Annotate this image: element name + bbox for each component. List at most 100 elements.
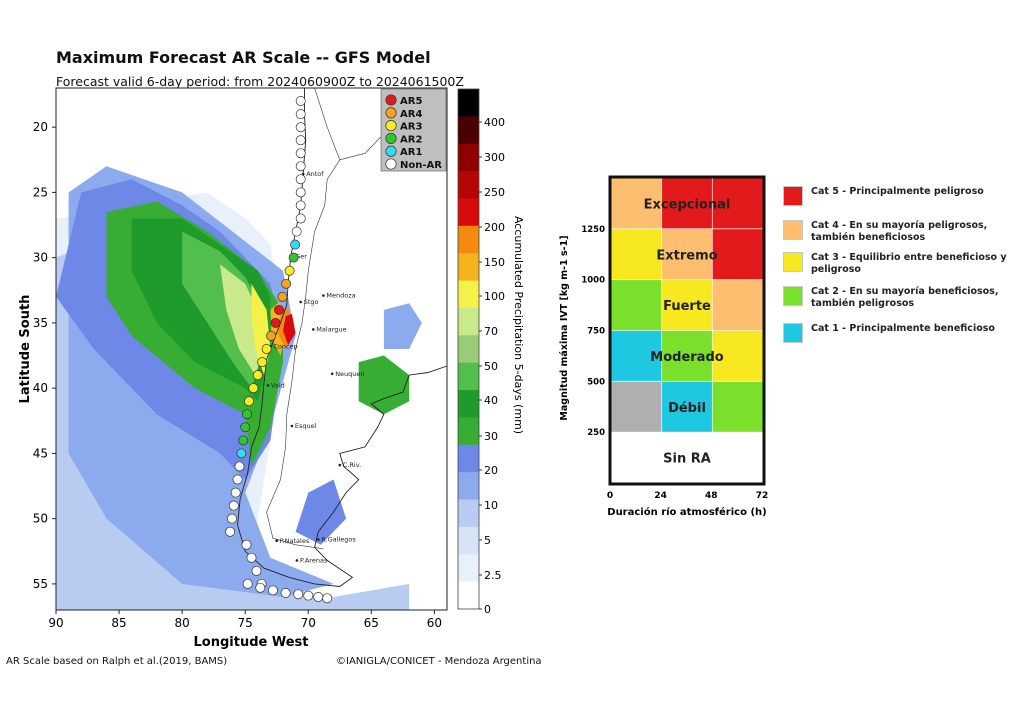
ar-point	[251, 565, 262, 576]
matrix-cell	[611, 432, 662, 483]
ar-legend-marker	[385, 145, 397, 157]
y-tick-label: 25	[33, 185, 48, 199]
city-label: Esquel	[295, 422, 317, 430]
city-dot	[322, 294, 325, 297]
colorbar-segment	[458, 171, 479, 199]
ar-track	[225, 96, 333, 604]
colorbar-segment	[458, 198, 479, 227]
ar-legend-label: AR4	[400, 109, 422, 120]
ar-point	[244, 396, 254, 407]
city-label: Concep	[273, 342, 297, 350]
x-tick-label: 90	[48, 616, 63, 630]
ar-point	[257, 357, 268, 368]
city-labels: Antof Ser Mendoza Stgo Malargue Concep Neuquen…	[266, 170, 365, 564]
matrix-cell	[661, 178, 713, 229]
city-dot	[299, 300, 303, 304]
city-label: Malargue	[316, 325, 346, 333]
y-tick-label: 50	[33, 512, 48, 526]
precip-area-12	[283, 313, 296, 346]
ar-scale-matrix: Excepcional Extremo Fuerte Moderado Débil Sin…	[559, 175, 769, 518]
ar-point	[234, 461, 245, 472]
ar-point	[227, 513, 237, 524]
colorbar-segment	[458, 143, 479, 172]
y-tick-label: 55	[33, 577, 48, 591]
x-tick-label: 80	[174, 616, 189, 630]
ar-point	[295, 135, 306, 146]
colorbar-frame	[457, 88, 480, 610]
matrix-x-tick-label: 72	[756, 491, 769, 501]
ar-point	[288, 252, 299, 263]
legend-swatch	[783, 186, 803, 206]
matrix-row-labels: Excepcional Extremo Fuerte Moderado Débil Sin…	[644, 197, 731, 466]
colorbar-tick-label: 250	[484, 186, 505, 199]
ar-point	[242, 409, 253, 420]
colorbar-tick-label: 20	[484, 464, 498, 477]
legend-swatch	[783, 220, 803, 240]
colorbar-segment	[458, 362, 479, 391]
ar-point	[293, 589, 304, 600]
ar-legend-marker	[385, 132, 397, 144]
matrix-y-ticks: 250 500 750 1000 1250	[581, 225, 605, 438]
ar-point	[228, 500, 239, 511]
matrix-y-tick-label: 250	[587, 428, 605, 438]
ar-legend-marker	[385, 107, 397, 119]
ar-point	[277, 291, 288, 302]
colorbar-tick-label: 200	[484, 221, 505, 234]
ar-point	[295, 187, 306, 198]
city-label: Neuquen	[335, 370, 364, 378]
colorbar-label: Accumulated Precipitation 5-days (mm)	[512, 216, 525, 434]
colorbar-tick-label: 40	[484, 394, 498, 407]
matrix-cell	[611, 381, 662, 433]
matrix-y-tick-label: 750	[587, 327, 605, 337]
y-tick-label: 35	[33, 316, 48, 330]
legend-item-cat4: Cat 4 - En su mayoría peligrosos, tambié…	[783, 220, 1024, 244]
city-label: P.Natales	[280, 537, 310, 545]
footer-credit: AR Scale based on Ralph et al.(2019, BAM…	[6, 656, 228, 667]
ar-point	[266, 330, 277, 341]
precip-area-8	[220, 264, 265, 376]
ar-point	[280, 588, 291, 598]
legend-item-cat1: Cat 1 - Principalmente beneficioso	[783, 323, 1024, 343]
colorbar-segment	[458, 390, 479, 418]
legend-swatch	[783, 252, 803, 272]
colorbar-tick-label: 50	[484, 360, 498, 373]
ar-point	[284, 265, 295, 276]
city-dot	[330, 372, 334, 376]
colorbar-segment	[458, 116, 479, 145]
matrix-row-label: Débil	[668, 401, 706, 416]
ar-point	[232, 474, 243, 485]
colorbar-tick-label: 100	[484, 290, 505, 303]
legend-swatch	[783, 323, 803, 343]
city-dot	[290, 424, 294, 428]
city-dot	[266, 384, 270, 387]
matrix-cells	[611, 178, 763, 483]
y-tick-label: 20	[33, 120, 48, 134]
ar-point	[240, 422, 251, 433]
matrix-cell	[611, 279, 662, 331]
ar-point	[281, 278, 292, 289]
colorbar-tick-label: 10	[484, 499, 498, 512]
x-tick-label: 65	[364, 616, 379, 630]
ar-point	[252, 370, 263, 381]
precip-area-14	[383, 303, 422, 349]
coastline-path	[237, 88, 448, 587]
ar-point	[238, 435, 249, 446]
city-label: Stgo	[304, 298, 319, 306]
ar-legend-label: AR1	[400, 147, 422, 158]
y-tick-label: 30	[33, 251, 48, 265]
chart-subtitle: Forecast valid 6-day period: from 202406…	[56, 74, 464, 89]
ar-point	[303, 590, 314, 601]
colorbar-tick-label: 2.5	[484, 569, 502, 582]
legend-item-cat2: Cat 2 - En su mayoría beneficiosos, tamb…	[783, 286, 1024, 310]
colorbar-tick-label: 70	[484, 325, 498, 338]
colorbar: 0 2.5 5 10 20 30 40 50 70 100 150 200 250 300 400	[457, 88, 505, 616]
matrix-x-tick-label: 0	[607, 491, 613, 501]
ar-point	[322, 593, 333, 604]
colorbar-segment	[458, 472, 479, 501]
ar-point	[236, 448, 247, 459]
colorbar-tick-label: 0	[484, 603, 491, 616]
x-tick-label: 75	[238, 616, 253, 630]
colorbar-segment	[458, 307, 479, 336]
matrix-x-tick-label: 24	[654, 491, 667, 501]
ar-point	[230, 487, 241, 498]
